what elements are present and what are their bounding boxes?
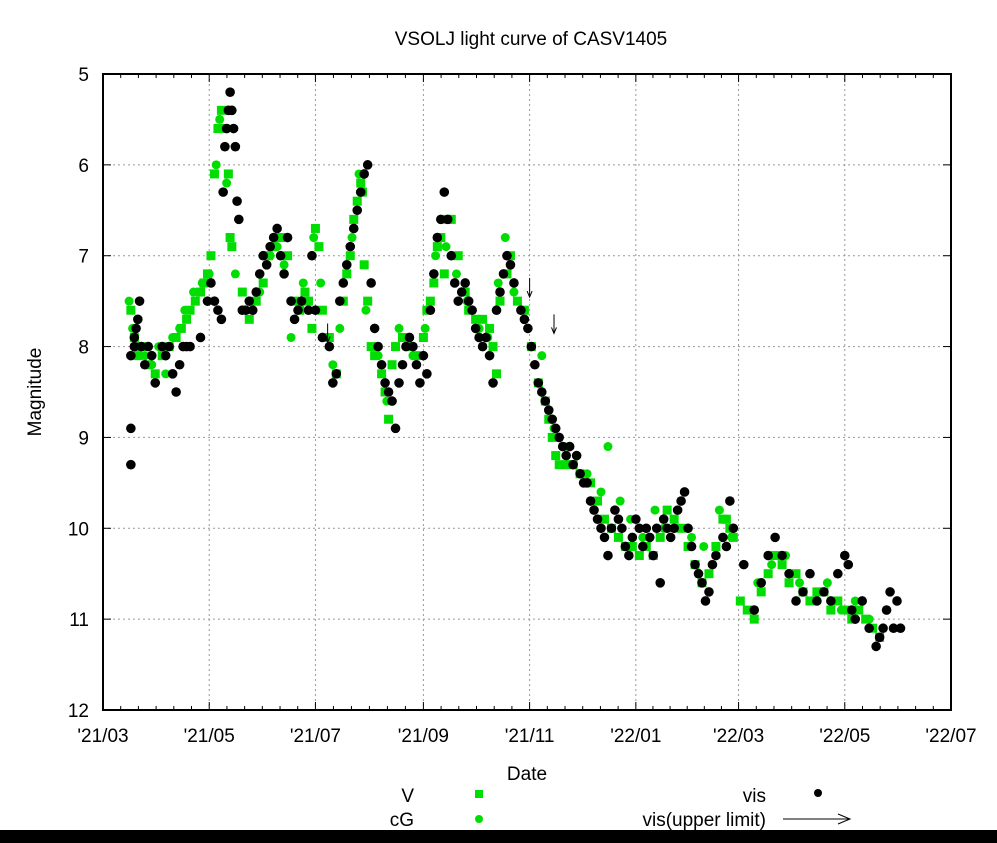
y-tick-label: 5	[78, 65, 89, 86]
x-tick-label: '22/07	[925, 726, 976, 747]
x-tick-label: '21/09	[398, 726, 449, 747]
x-tick-label: '21/03	[77, 726, 128, 747]
plot-frame	[102, 73, 952, 711]
x-tick-label: '22/05	[819, 726, 870, 747]
legend-arrow-icon	[783, 813, 852, 825]
y-tick-label: 11	[69, 610, 89, 631]
legend-green-circle-marker-icon	[475, 815, 483, 823]
x-tick-label: '22/01	[610, 726, 661, 747]
y-tick-label: 12	[68, 701, 89, 722]
legend: V cG vis vis(upper limit)	[390, 786, 852, 831]
grid-lines	[103, 74, 951, 710]
legend-label-vis: vis	[743, 786, 766, 807]
x-tick-label: '22/03	[713, 726, 764, 747]
legend-square-marker-icon	[475, 790, 483, 798]
legend-label-vis-upper-limit: vis(upper limit)	[642, 810, 766, 831]
y-tick-label: 8	[78, 338, 89, 359]
legend-label-cg: cG	[390, 810, 414, 831]
x-tick-label: '21/11	[505, 726, 555, 747]
bottom-bar	[0, 830, 997, 843]
y-tick-label: 10	[68, 519, 89, 540]
legend-black-circle-marker-icon	[814, 789, 822, 797]
x-tick-label: '21/05	[184, 726, 235, 747]
y-tick-label: 7	[78, 247, 89, 268]
x-axis-label: Date	[507, 764, 547, 785]
x-tick-label: '21/07	[290, 726, 341, 747]
legend-label-v: V	[401, 786, 414, 807]
chart-title: VSOLJ light curve of CASV1405	[395, 29, 667, 50]
y-tick-label: 6	[78, 156, 89, 177]
y-tick-label: 9	[78, 428, 89, 449]
axis-ticks: 5 6 7 8 9 10 11 12 '21/03 '21/05 '21/07 '21/09 '21/1…	[68, 65, 977, 747]
data-points	[124, 87, 906, 652]
y-axis-label: Magnitude	[25, 348, 46, 437]
